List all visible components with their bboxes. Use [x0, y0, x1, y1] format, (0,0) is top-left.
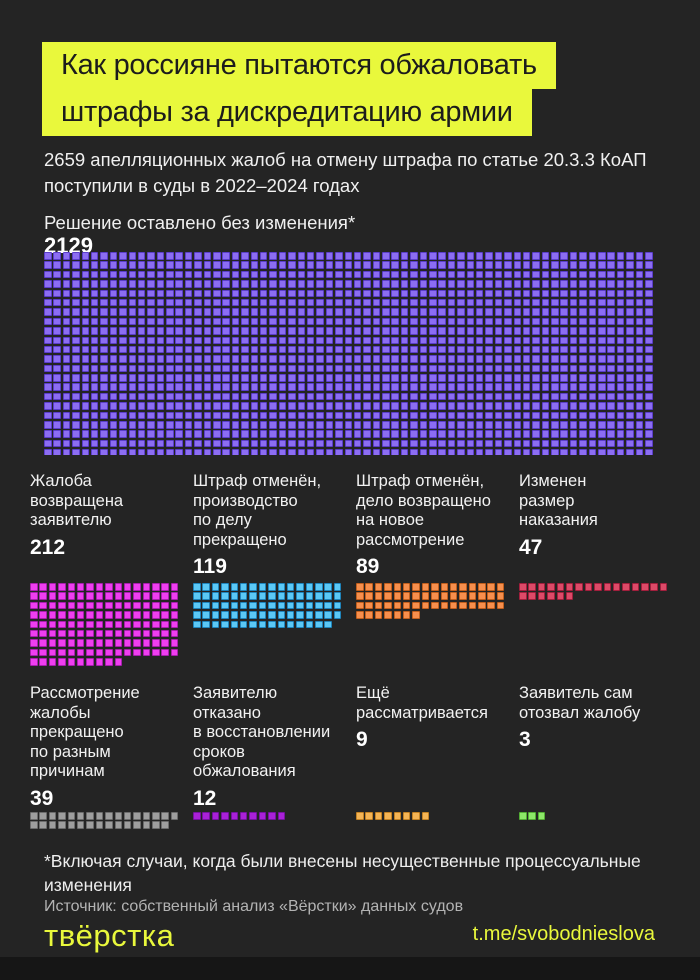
waffle-chart-penalty-size-changed [519, 583, 668, 600]
source-line: Источник: собственный анализ «Вёрстки» д… [44, 898, 464, 915]
category-label: Рассмотрение жалобы прекращено по разным… [30, 684, 140, 781]
footnote: *Включая случаи, когда были внесены несу… [44, 851, 641, 895]
waffle-chart-review-terminated-various [30, 812, 179, 829]
category-value: 89 [356, 555, 380, 579]
waffle-chart-unchanged [44, 252, 653, 455]
category-value: 119 [193, 555, 227, 579]
category-fine-cancelled-new-review: Штраф отменён, дело возвращено на новое … [356, 472, 516, 580]
page-title-line-2: штрафы за дискредитацию армии [42, 89, 532, 136]
waffle-chart-returned-to-applicant [30, 583, 179, 666]
category-label: Штраф отменён, производство по делу прек… [193, 472, 322, 549]
category-value: 3 [519, 728, 531, 752]
verstka-logo: твёрстка [44, 918, 175, 953]
category-review-terminated-various: Рассмотрение жалобы прекращено по разным… [30, 684, 190, 812]
waffle-chart-withdrawn-by-applicant [519, 812, 667, 820]
category-value: 47 [519, 535, 543, 559]
category-label: Изменен размер наказания [519, 472, 598, 530]
waffle-chart-restoration-denied [193, 812, 341, 820]
category-penalty-size-changed: Изменен размер наказания 47 [519, 472, 679, 561]
waffle-chart-fine-cancelled-case-closed [193, 583, 342, 629]
category-value: 212 [30, 535, 66, 559]
category-label: Заявитель сам отозвал жалобу [519, 684, 641, 722]
category-withdrawn-by-applicant: Заявитель сам отозвал жалобу 3 [519, 684, 679, 753]
category-label: Штраф отменён, дело возвращено на новое … [356, 472, 491, 549]
category-fine-cancelled-case-closed: Штраф отменён, производство по делу прек… [193, 472, 353, 580]
category-returned-to-applicant: Жалоба возвращена заявителю 212 [30, 472, 190, 561]
category-value: 39 [30, 786, 54, 810]
category-value: 9 [356, 728, 368, 752]
page-title-line-1: Как россияне пытаются обжаловать [42, 42, 556, 89]
category-label: Заявителю отказано в восстановлении срок… [193, 684, 331, 781]
waffle-chart-still-pending [356, 812, 504, 820]
category-label: Ещё рассматривается [356, 684, 488, 722]
bottom-strip [0, 957, 700, 980]
waffle-chart-fine-cancelled-new-review [356, 583, 505, 619]
category-value: 12 [193, 786, 217, 810]
category-restoration-denied: Заявителю отказано в восстановлении срок… [193, 684, 353, 812]
category-still-pending: Ещё рассматривается 9 [356, 684, 516, 753]
hero-category-label: Решение оставлено без изменения* [44, 212, 356, 233]
telegram-link[interactable]: t.me/svobodnieslova [472, 923, 655, 945]
title-banner: Как россияне пытаются обжаловать штрафы … [42, 42, 556, 136]
category-label: Жалоба возвращена заявителю [30, 472, 124, 530]
subtitle: 2659 апелляционных жалоб на отмену штраф… [44, 149, 647, 196]
